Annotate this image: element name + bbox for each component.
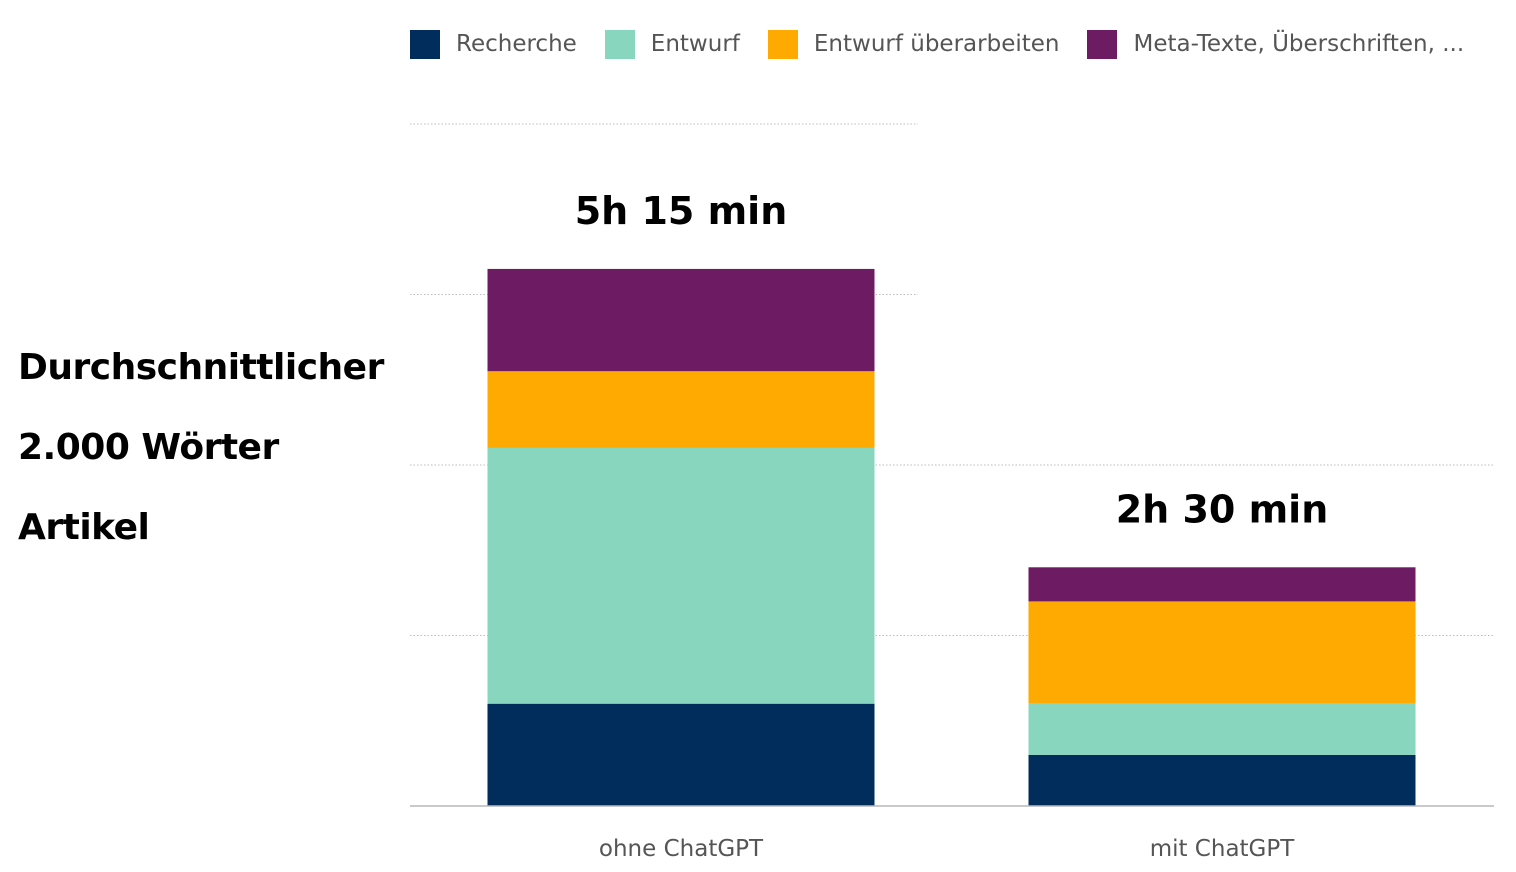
legend-label-entwurf: Entwurf [650, 31, 740, 57]
legend-item-recherche: Recherche [410, 29, 577, 59]
bar-total-label: 2h 30 min [1116, 487, 1329, 531]
bar-segment-meta-texte-überschriften [1028, 567, 1416, 602]
bar-segment-meta-texte-überschriften [487, 268, 875, 372]
legend-item-meta-texte: Meta-Texte, Überschriften, ... [1087, 29, 1465, 59]
bar-segment-entwurf-überarbeiten [487, 371, 875, 448]
x-tick-label: mit ChatGPT [1150, 836, 1296, 862]
x-tick-label: ohne ChatGPT [599, 836, 764, 862]
legend-item-entwurf-ueberarbeiten: Entwurf überarbeiten [767, 29, 1060, 59]
legend-item-entwurf: Entwurf [604, 29, 740, 59]
legend-label-entwurf-ueberarbeiten: Entwurf überarbeiten [813, 31, 1060, 57]
bar-segment-entwurf-überarbeiten [1028, 601, 1416, 704]
bar-segment-recherche [487, 703, 875, 806]
chart-title-line-1: Durchschnittlicher [18, 347, 384, 388]
legend-swatch-meta-texte [1087, 29, 1118, 59]
bar-segment-entwurf [1028, 703, 1416, 755]
legend-label-recherche: Recherche [456, 31, 577, 57]
legend-swatch-recherche [410, 29, 440, 59]
legend-label-meta-texte: Meta-Texte, Überschriften, ... [1133, 31, 1465, 57]
chart-title: Durchschnittlicher 2.000 Wörter Artikel [18, 328, 398, 568]
chart-title-line-3: Artikel [18, 507, 150, 548]
bar-total-label: 5h 15 min [575, 189, 788, 233]
chart-legend: Recherche Entwurf Entwurf überarbeiten M… [410, 26, 1492, 62]
chart-title-line-2: 2.000 Wörter [18, 427, 279, 468]
bar-segment-entwurf [487, 447, 875, 704]
bars [487, 268, 1416, 806]
legend-swatch-entwurf [604, 29, 635, 59]
legend-swatch-entwurf-ueberarbeiten [767, 29, 798, 59]
bar-segment-recherche [1028, 754, 1416, 806]
